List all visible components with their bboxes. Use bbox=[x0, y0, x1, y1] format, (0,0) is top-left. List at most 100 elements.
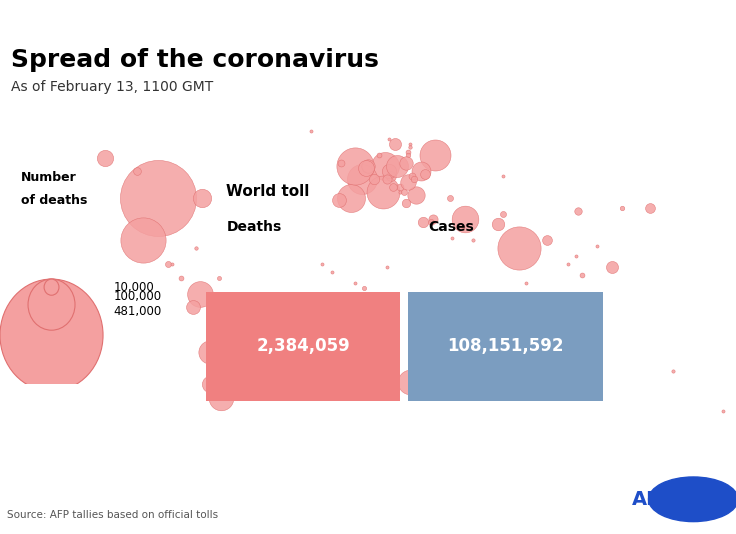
Point bbox=[326, 268, 338, 277]
Point bbox=[467, 236, 479, 245]
FancyBboxPatch shape bbox=[408, 293, 603, 400]
FancyBboxPatch shape bbox=[206, 293, 400, 400]
Point bbox=[459, 215, 470, 223]
Point bbox=[402, 148, 414, 156]
Point bbox=[99, 153, 111, 162]
Point bbox=[457, 223, 469, 231]
Point bbox=[404, 140, 416, 148]
Point bbox=[215, 394, 227, 402]
Point bbox=[383, 167, 395, 175]
Text: As of February 13, 1100 GMT: As of February 13, 1100 GMT bbox=[11, 80, 213, 94]
Point bbox=[398, 188, 410, 197]
Point bbox=[718, 407, 729, 415]
Point bbox=[350, 161, 361, 170]
Point bbox=[208, 343, 220, 351]
Point bbox=[383, 135, 395, 143]
Text: Cases: Cases bbox=[429, 220, 475, 234]
Text: of deaths: of deaths bbox=[21, 194, 87, 207]
Point bbox=[562, 260, 573, 269]
Point bbox=[541, 236, 553, 245]
Point bbox=[406, 172, 418, 180]
Point bbox=[190, 244, 202, 253]
Point bbox=[305, 127, 317, 135]
Point bbox=[362, 161, 374, 170]
Point bbox=[381, 175, 393, 183]
Circle shape bbox=[0, 279, 103, 391]
Point bbox=[377, 188, 389, 197]
Point bbox=[389, 289, 401, 298]
Point bbox=[413, 303, 425, 311]
Point bbox=[492, 220, 504, 229]
Circle shape bbox=[44, 279, 59, 295]
Point bbox=[425, 217, 437, 226]
Point bbox=[497, 209, 509, 218]
Circle shape bbox=[28, 279, 75, 330]
Point bbox=[429, 151, 441, 159]
Point bbox=[402, 151, 414, 159]
Point bbox=[213, 273, 224, 282]
Text: Deaths: Deaths bbox=[227, 220, 282, 234]
Point bbox=[335, 159, 347, 167]
Point bbox=[411, 191, 422, 199]
Point bbox=[402, 177, 414, 186]
Point bbox=[497, 172, 509, 180]
Point bbox=[576, 271, 588, 279]
Point bbox=[444, 193, 456, 202]
Point bbox=[369, 175, 381, 183]
Point bbox=[152, 193, 163, 202]
Point bbox=[387, 183, 399, 191]
Text: AFP: AFP bbox=[632, 490, 675, 509]
Point bbox=[389, 140, 401, 148]
Point bbox=[394, 183, 406, 191]
Point bbox=[428, 300, 439, 309]
Point bbox=[419, 300, 431, 309]
Point bbox=[166, 260, 178, 269]
Text: 100,000: 100,000 bbox=[113, 290, 161, 303]
Point bbox=[568, 297, 580, 306]
Point bbox=[345, 193, 357, 202]
Point bbox=[667, 367, 679, 375]
Point bbox=[137, 236, 149, 245]
Point bbox=[417, 217, 428, 226]
Point bbox=[205, 348, 216, 357]
Point bbox=[333, 196, 344, 205]
Point bbox=[520, 279, 531, 287]
Point bbox=[230, 367, 241, 375]
Point bbox=[372, 151, 384, 159]
Point bbox=[163, 260, 174, 269]
Point bbox=[404, 143, 416, 151]
Text: World toll: World toll bbox=[227, 184, 310, 199]
Point bbox=[570, 252, 582, 261]
Point bbox=[379, 161, 391, 170]
Point bbox=[400, 199, 411, 207]
Point bbox=[446, 233, 458, 242]
Point bbox=[392, 161, 403, 170]
Point bbox=[591, 241, 603, 250]
Point bbox=[205, 380, 216, 389]
Circle shape bbox=[648, 477, 736, 522]
Point bbox=[514, 244, 526, 253]
Point bbox=[400, 159, 411, 167]
Point bbox=[131, 167, 143, 175]
Point bbox=[606, 263, 618, 271]
Point bbox=[360, 164, 372, 172]
Point bbox=[428, 215, 439, 223]
Point bbox=[350, 279, 361, 287]
Text: 108,151,592: 108,151,592 bbox=[447, 337, 564, 356]
Point bbox=[316, 260, 328, 269]
Point bbox=[385, 172, 397, 180]
Point bbox=[617, 204, 629, 213]
Point bbox=[355, 175, 367, 183]
Point bbox=[564, 289, 576, 298]
Point bbox=[404, 378, 416, 386]
Point bbox=[236, 327, 248, 335]
Point bbox=[196, 193, 208, 202]
Point bbox=[234, 388, 246, 397]
Point bbox=[573, 207, 584, 215]
Point bbox=[194, 289, 205, 298]
Text: 481,000: 481,000 bbox=[113, 305, 162, 318]
Text: Number: Number bbox=[21, 171, 77, 184]
Text: 10,000: 10,000 bbox=[113, 281, 154, 294]
Point bbox=[429, 348, 441, 357]
Point bbox=[575, 316, 587, 325]
